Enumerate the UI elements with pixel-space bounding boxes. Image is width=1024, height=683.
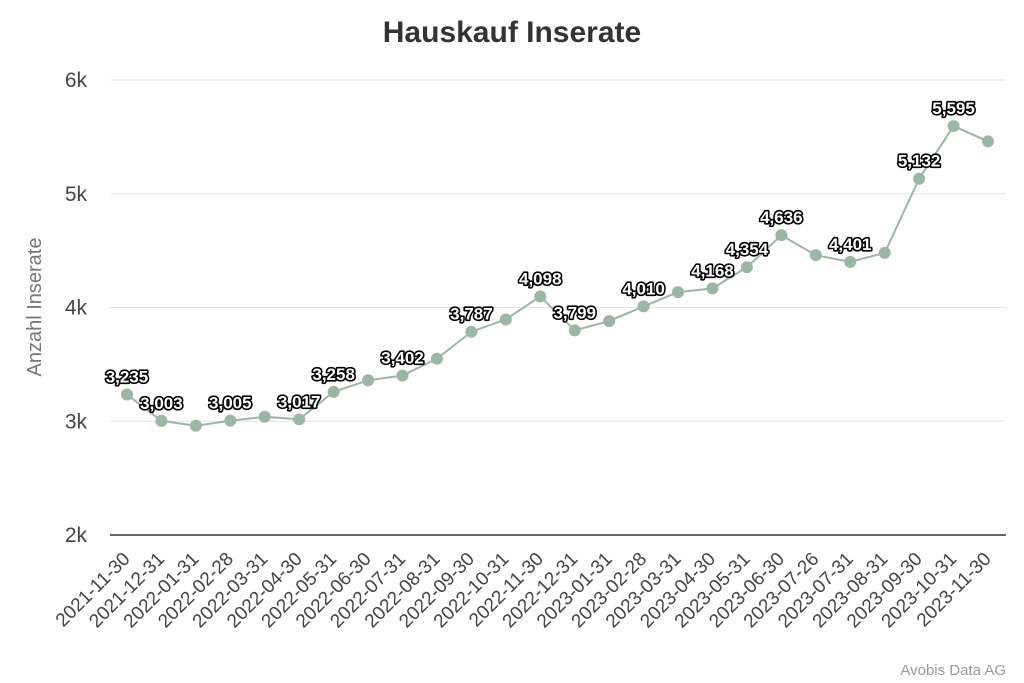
data-point	[155, 414, 168, 427]
data-label: 4,098	[519, 269, 562, 288]
data-label: 3,402	[381, 349, 424, 368]
data-label: 3,017	[278, 392, 321, 411]
data-point	[947, 120, 960, 133]
data-point	[740, 261, 753, 274]
data-point	[224, 414, 237, 427]
data-point	[809, 249, 822, 262]
y-tick-label: 4k	[65, 297, 88, 320]
y-tick-label: 5k	[65, 183, 88, 206]
data-point	[913, 172, 926, 185]
data-point	[568, 324, 581, 337]
data-label: 3,005	[209, 394, 252, 413]
data-point	[637, 300, 650, 313]
data-point	[878, 246, 891, 259]
data-label: 3,787	[450, 305, 493, 324]
data-point	[362, 374, 375, 387]
data-point	[534, 290, 547, 303]
data-point	[603, 315, 616, 328]
data-label: 3,235	[106, 368, 149, 387]
data-point	[189, 419, 202, 432]
data-point	[430, 352, 443, 365]
data-label: 3,799	[553, 303, 596, 322]
y-tick-label: 2k	[65, 524, 88, 547]
data-point	[706, 282, 719, 295]
data-label: 4,354	[726, 240, 769, 259]
data-label: 3,003	[140, 394, 183, 413]
credit-text: Avobis Data AG	[900, 662, 1006, 679]
data-label: 4,401	[829, 235, 872, 254]
data-label: 4,010	[622, 279, 665, 298]
data-point	[844, 255, 857, 268]
data-point	[327, 385, 340, 398]
data-point	[672, 286, 685, 299]
gridlines	[110, 79, 1006, 536]
data-labels: 3,235 3,003 3,005 3,017 3,258 3,402 3,787 4,098…	[104, 97, 976, 414]
y-tick-labels: 2k 3k 4k 5k 6k	[65, 69, 88, 547]
data-point	[258, 410, 271, 423]
data-label: 4,168	[691, 261, 734, 280]
y-axis-label: Anzahl Inserate	[24, 238, 46, 377]
data-label: 3,258	[312, 365, 355, 384]
data-point	[465, 325, 478, 338]
data-label: 5,132	[898, 152, 941, 171]
y-tick-label: 3k	[65, 410, 88, 433]
y-tick-label: 6k	[65, 69, 88, 92]
data-label: 5,595	[932, 99, 975, 118]
data-points	[121, 120, 994, 432]
data-label: 4,636	[760, 208, 803, 227]
data-point	[293, 413, 306, 426]
data-point	[396, 369, 409, 382]
x-tick-labels: 2021-11-302021-12-312022-01-312022-02-28…	[52, 549, 996, 633]
chart-title: Hauskauf Inserate	[383, 16, 641, 49]
data-point	[775, 229, 788, 242]
data-point	[499, 313, 512, 326]
data-point	[982, 135, 994, 148]
data-point	[121, 388, 133, 401]
